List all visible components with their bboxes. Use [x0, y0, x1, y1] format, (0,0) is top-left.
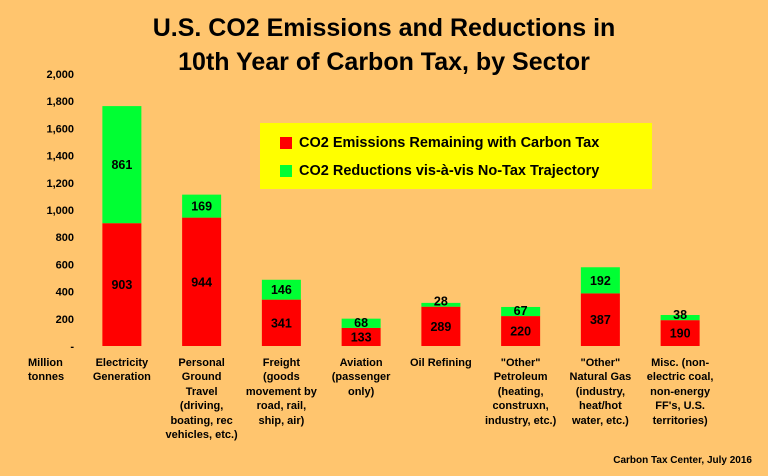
y-tick-label: 1,000	[46, 205, 74, 217]
x-tick-label-line: (driving,	[179, 400, 224, 413]
x-tick-label-line: Oil Refining	[410, 357, 472, 369]
x-tick-label-line: Travel	[185, 385, 218, 398]
chart-title-line-1: U.S. CO2 Emissions and Reductions in	[152, 14, 616, 42]
bar-segment-remaining	[102, 223, 142, 346]
x-tick-label-line: Freight	[262, 357, 301, 369]
bar-segment-remaining	[580, 293, 620, 346]
x-tick-label-line: Misc. (non-	[651, 357, 710, 369]
legend-swatch-remaining	[280, 137, 292, 150]
y-tick-label: 2,000	[46, 69, 74, 81]
x-tick-label-line: (passenger	[331, 371, 391, 384]
data-label-remaining: 341	[271, 316, 292, 330]
y-tick-label: 1,800	[46, 96, 74, 108]
x-tick-label-line: construxn,	[492, 400, 549, 413]
data-label-reductions: 28	[434, 295, 448, 309]
x-tick-label: Personal Ground Travel (driving, boating, re…	[155, 356, 249, 442]
x-tick-label: "Other" Natural Gas (industry, heat/hot wate…	[553, 356, 647, 428]
x-tick-label-line: non-energy	[650, 385, 711, 398]
bar-segment-reductions	[102, 106, 142, 224]
data-label-reductions: 38	[673, 308, 687, 322]
unit-line: Million	[28, 357, 63, 369]
data-label-remaining: 289	[430, 320, 451, 334]
bar-segment-reductions	[421, 302, 461, 307]
data-label-remaining: 133	[351, 330, 372, 344]
bar-segment-reductions	[182, 194, 222, 218]
data-label-reductions: 169	[191, 200, 212, 214]
data-label-remaining: 220	[510, 325, 531, 339]
x-tick-label: Freight (goods movement by road, rail, ship,…	[234, 356, 328, 428]
x-tick-label: Electricity Generation	[75, 356, 169, 385]
y-tick-label: 1,400	[46, 151, 74, 163]
x-tick-label-line: boating, rec	[170, 414, 233, 427]
x-tick-label-line: "Other"	[580, 357, 621, 369]
x-tick-label-line: territories)	[652, 414, 708, 427]
y-tick-label: 1,600	[46, 123, 74, 135]
x-tick-label-line: "Other"	[500, 357, 541, 369]
y-tick-label: 1,200	[46, 178, 74, 190]
x-tick-label-line: (industry,	[575, 385, 626, 398]
bar-segment-reductions	[341, 318, 381, 328]
data-label-remaining: 190	[670, 327, 691, 341]
unit-line: tonnes	[28, 371, 65, 383]
bar-segment-remaining	[660, 320, 700, 346]
y-tick-label: 600	[56, 259, 74, 271]
bar-segment-reductions	[261, 279, 301, 300]
x-tick-label-line: Petroleum	[493, 371, 548, 384]
bar-segment-reductions	[660, 314, 700, 321]
y-tick-label: 200	[56, 314, 74, 326]
bar-segment-remaining	[261, 299, 301, 346]
data-label-reductions: 68	[354, 316, 368, 330]
x-tick-label: Misc. (non-electric coal, non-energy FF's,…	[633, 356, 727, 428]
x-tick-label-line: electric coal,	[646, 371, 714, 384]
data-label-remaining: 903	[111, 278, 132, 292]
x-tick-label-line: (heating,	[497, 385, 544, 398]
x-tick-label-line: ship, air)	[258, 414, 305, 427]
bar-segment-reductions	[501, 306, 541, 317]
bar-segment-remaining	[182, 217, 222, 346]
data-label-remaining: 944	[191, 275, 212, 289]
y-axis-unit-label: Million tonnes	[28, 356, 74, 384]
chart-legend: CO2 Emissions Remaining with Carbon Tax …	[260, 123, 652, 189]
x-tick-label: Aviation (passenger only)	[314, 356, 408, 399]
data-label-reductions: 67	[514, 304, 528, 318]
y-tick-label: 400	[56, 287, 74, 299]
x-tick-label-line: movement by	[245, 385, 317, 398]
data-label-reductions: 861	[111, 158, 132, 172]
y-tick-label: 800	[56, 232, 74, 244]
y-tick-label: -	[70, 341, 74, 353]
x-tick-label-line: Electricity	[95, 357, 149, 369]
legend-swatch-reductions	[280, 165, 292, 178]
source-credit: Carbon Tax Center, July 2016	[613, 455, 752, 466]
bar-segment-remaining	[421, 306, 461, 346]
data-label-reductions: 192	[590, 274, 611, 288]
x-tick-label: Oil Refining	[394, 356, 488, 370]
legend-item-reductions: CO2 Reductions vis-à-vis No-Tax Trajecto…	[280, 161, 599, 181]
x-tick-label-line: FF's, U.S.	[655, 400, 705, 413]
bar-segment-reductions	[580, 267, 620, 294]
bar-segment-remaining	[341, 327, 381, 346]
legend-label-reductions: CO2 Reductions vis-à-vis No-Tax Trajecto…	[299, 163, 600, 179]
x-tick-label-line: Natural Gas	[569, 371, 632, 384]
legend-item-remaining: CO2 Emissions Remaining with Carbon Tax	[280, 133, 599, 153]
x-tick-label-line: road, rail,	[256, 400, 307, 413]
x-tick-label-line: Ground	[181, 371, 222, 384]
x-tick-label-line: Generation	[92, 371, 151, 384]
x-tick-label-line: (goods	[263, 371, 300, 384]
x-tick-label-line: Aviation	[339, 357, 383, 369]
x-tick-label-line: vehicles, etc.)	[165, 429, 238, 442]
chart-title-line-2: 10th Year of Carbon Tax, by Sector	[178, 48, 590, 76]
x-tick-label: "Other" Petroleum (heating, construxn, indus…	[474, 356, 568, 428]
bar-segment-remaining	[501, 316, 541, 346]
x-tick-label-line: Personal	[178, 357, 225, 369]
x-tick-label-line: industry, etc.)	[484, 414, 557, 427]
data-label-reductions: 146	[271, 283, 292, 297]
x-tick-label-line: only)	[347, 385, 375, 398]
legend-label-remaining: CO2 Emissions Remaining with Carbon Tax	[299, 135, 600, 151]
x-tick-label-line: water, etc.)	[571, 414, 629, 427]
data-label-remaining: 387	[590, 313, 611, 327]
x-tick-label-line: heat/hot	[578, 400, 622, 413]
